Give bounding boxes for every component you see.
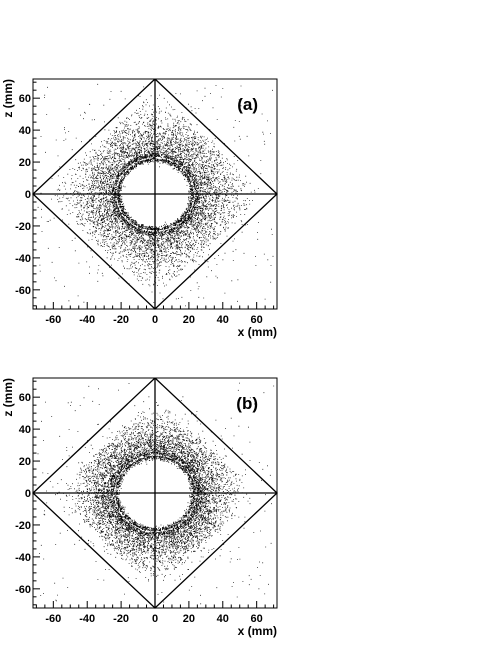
x-tick-label: 20 bbox=[183, 613, 195, 625]
y-tick-label: 40 bbox=[19, 424, 31, 436]
y-tick-label: -20 bbox=[15, 221, 31, 233]
x-axis-title: x (mm) bbox=[238, 624, 277, 638]
y-tick-label: -60 bbox=[15, 584, 31, 596]
x-tick-label: 40 bbox=[217, 314, 229, 326]
y-tick-label: -60 bbox=[15, 285, 31, 297]
y-tick-label: -20 bbox=[15, 520, 31, 532]
x-tick-label: -20 bbox=[113, 314, 129, 326]
y-tick-label: 0 bbox=[25, 488, 31, 500]
panel-label: (b) bbox=[236, 394, 258, 413]
x-axis: -60 -40 -20 0 20 40 60 bbox=[35, 601, 275, 625]
panel-label: (a) bbox=[237, 95, 258, 114]
x-tick-label: 20 bbox=[183, 314, 195, 326]
x-tick-label: -60 bbox=[45, 314, 61, 326]
y-tick-label: 20 bbox=[19, 157, 31, 169]
scatter-dots bbox=[37, 83, 274, 307]
y-axis: -60 -40 -20 0 20 40 60 bbox=[15, 81, 40, 307]
y-axis-title: z (mm) bbox=[1, 378, 15, 417]
x-tick-label: -60 bbox=[45, 613, 61, 625]
y-tick-label: 40 bbox=[19, 125, 31, 137]
scatter-points bbox=[37, 83, 274, 307]
x-tick-label: -40 bbox=[79, 613, 95, 625]
x-axis-title: x (mm) bbox=[238, 325, 277, 339]
x-tick-label: 0 bbox=[152, 613, 158, 625]
y-tick-label: -40 bbox=[15, 253, 31, 265]
y-tick-label: -40 bbox=[15, 552, 31, 564]
y-tick-label: 20 bbox=[19, 456, 31, 468]
x-tick-label: -20 bbox=[113, 613, 129, 625]
y-axis-title: z (mm) bbox=[1, 79, 15, 118]
x-tick-label: 60 bbox=[251, 314, 263, 326]
y-axis: -60 -40 -20 0 20 40 60 bbox=[15, 380, 40, 606]
y-tick-label: 60 bbox=[19, 93, 31, 105]
y-tick-label: 60 bbox=[19, 392, 31, 404]
x-axis: -60 -40 -20 0 20 40 60 bbox=[35, 302, 275, 326]
y-tick-label: 0 bbox=[25, 189, 31, 201]
x-tick-label: 0 bbox=[152, 314, 158, 326]
x-tick-label: -40 bbox=[79, 314, 95, 326]
x-tick-label: 60 bbox=[251, 613, 263, 625]
x-tick-label: 40 bbox=[217, 613, 229, 625]
